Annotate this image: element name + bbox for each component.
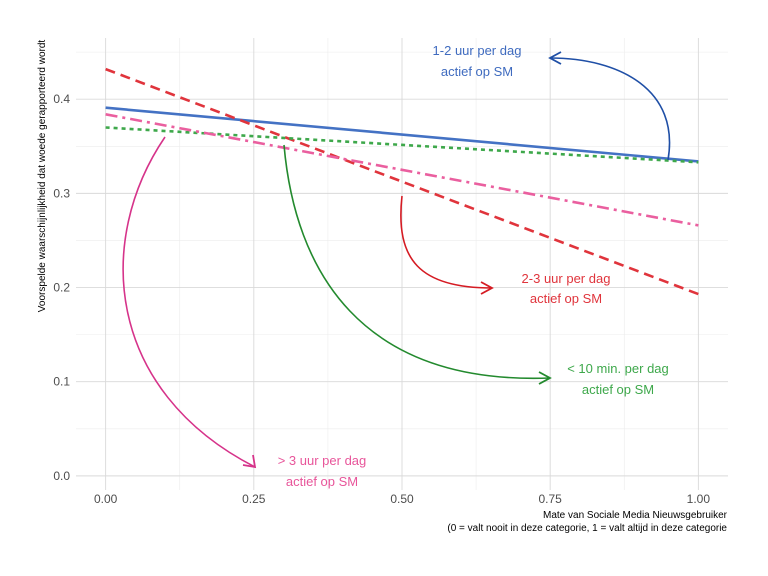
annotation-label-2-line2: actief op SM [530, 291, 602, 306]
x-tick-label: 0.00 [94, 492, 118, 506]
annotation-label-3-line2: actief op SM [582, 382, 654, 397]
x-axis-title-line2: (0 = valt nooit in deze categorie, 1 = v… [447, 523, 727, 534]
series-lines [105, 67, 699, 296]
y-axis-title: Voorspelde waarschijnlijkheid dat woede … [37, 40, 48, 313]
x-tick-label: 0.75 [539, 492, 563, 506]
annotation-arrow-1 [549, 57, 671, 161]
annotation-label-1-line1: 1-2 uur per dag [433, 43, 522, 58]
annotation-arrow-2 [400, 195, 493, 289]
x-tick-label: 0.25 [242, 492, 266, 506]
x-tick-label: 0.50 [390, 492, 414, 506]
annotation-arrows [122, 51, 671, 469]
y-tick-label: 0.3 [53, 186, 70, 200]
y-tick-labels: 0.0 0.1 0.2 0.3 0.4 [53, 92, 70, 483]
annotation-label-4-line1: > 3 uur per dag [278, 453, 367, 468]
annotation-label-3-line1: < 10 min. per dag [567, 361, 669, 376]
annotation-arrow-4 [122, 136, 256, 468]
annotation-arrowhead-2 [480, 281, 494, 295]
annotation-label-1-line2: actief op SM [441, 64, 513, 79]
series-line-2 [105, 67, 699, 296]
y-tick-label: 0.0 [53, 469, 70, 483]
x-tick-labels: 0.00 0.25 0.50 0.75 1.00 [94, 492, 710, 506]
x-tick-label: 1.00 [687, 492, 711, 506]
annotation-label-2-line1: 2-3 uur per dag [522, 271, 611, 286]
annotation-arrowhead-1 [548, 51, 562, 65]
annotation-label-4-line2: actief op SM [286, 474, 358, 489]
x-axis-title-line1: Mate van Sociale Media Nieuwsgebruiker [543, 510, 728, 521]
series-line-1 [105, 106, 699, 163]
grid-major [76, 38, 728, 490]
y-tick-label: 0.4 [53, 92, 70, 106]
series-line-4 [105, 113, 699, 227]
y-tick-label: 0.1 [53, 375, 70, 389]
annotation-labels: 1-2 uur per dag actief op SM 2-3 uur per d… [278, 43, 669, 489]
y-tick-label: 0.2 [53, 281, 70, 295]
annotation-arrowhead-4 [242, 454, 257, 469]
annotation-arrow-3 [283, 144, 551, 380]
annotation-arrowhead-3 [538, 371, 552, 385]
